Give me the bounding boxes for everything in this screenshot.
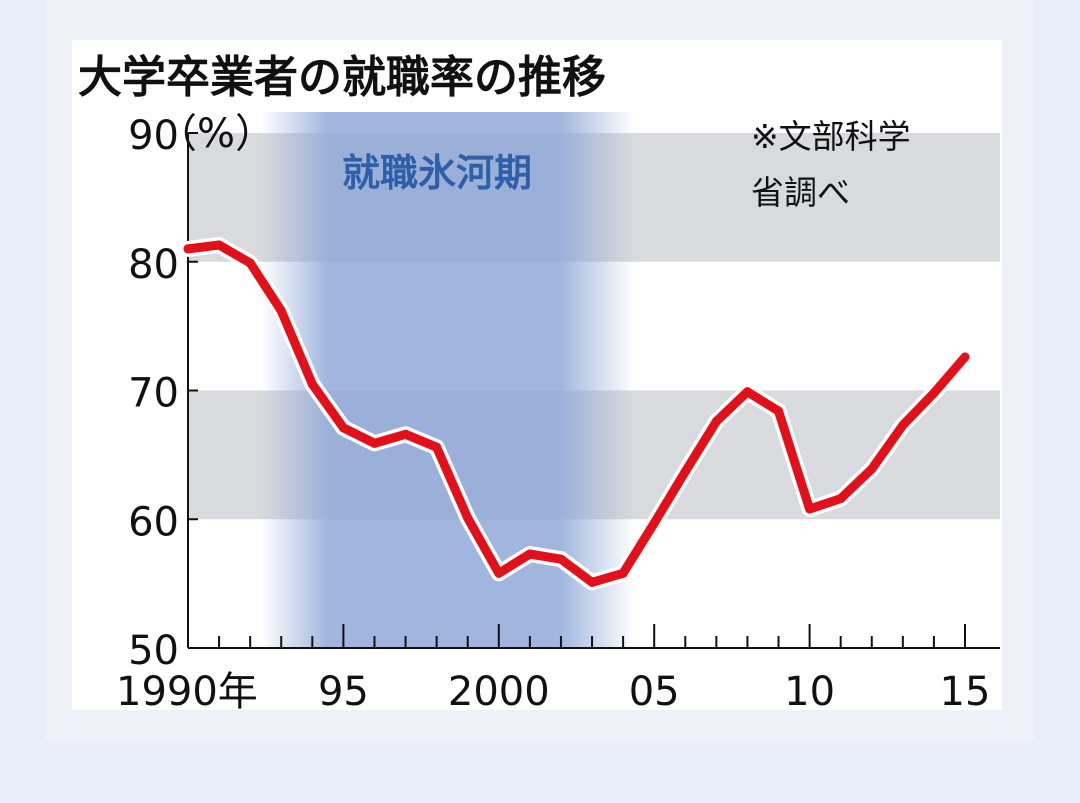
series-line	[183, 240, 970, 587]
data-point	[680, 467, 690, 477]
data-point	[587, 577, 597, 587]
data-point	[307, 379, 317, 389]
ice-age-label: 就職氷河期	[342, 151, 532, 195]
y-tick-label: 90	[128, 113, 179, 159]
x-tick-label: 2000	[448, 669, 550, 715]
data-point	[245, 258, 255, 268]
chart-title: 大学卒業者の就職率の推移	[78, 52, 606, 103]
data-point	[742, 387, 752, 397]
source-note-line2: 省調べ	[751, 173, 850, 212]
data-point	[805, 504, 815, 514]
data-point	[898, 420, 908, 430]
x-tick-label: 1990年	[116, 669, 258, 715]
data-point	[276, 306, 286, 316]
chart-card: 大学卒業者の就職率の推移 就職氷河期 ※文部科学 省調べ （%） 50 60 70 8…	[45, 0, 1035, 740]
y-tick-label: 80	[128, 242, 179, 288]
x-tick-label: 10	[784, 669, 835, 715]
data-point	[494, 568, 504, 578]
data-point	[836, 494, 846, 504]
y-tick-label: 60	[128, 499, 179, 545]
data-point	[929, 388, 939, 398]
data-point	[401, 429, 411, 439]
data-point	[214, 240, 224, 250]
data-point	[369, 438, 379, 448]
series-layer	[180, 237, 973, 591]
data-point	[649, 518, 659, 528]
data-point	[867, 464, 877, 474]
y-tick-label: 50	[128, 628, 179, 674]
data-point	[960, 352, 970, 362]
data-point	[711, 416, 721, 426]
data-point	[556, 554, 566, 564]
data-point	[774, 406, 784, 416]
data-point	[525, 549, 535, 559]
data-point	[432, 442, 442, 452]
y-unit-label: （%）	[157, 111, 275, 157]
data-point	[463, 513, 473, 523]
source-note-line1: ※文部科学	[751, 117, 911, 156]
x-tick-label: 05	[629, 669, 680, 715]
x-tick-label: 15	[940, 669, 991, 715]
data-point	[338, 423, 348, 433]
data-point	[183, 244, 193, 254]
x-tick-label: 95	[318, 669, 369, 715]
axes: 50 60 70 80 90 1990年 95 2000 05 10 15	[116, 113, 1000, 715]
data-point	[618, 568, 628, 578]
y-tick-label: 70	[128, 371, 179, 417]
line-chart: 大学卒業者の就職率の推移 就職氷河期 ※文部科学 省調べ （%） 50 60 70 8…	[72, 40, 1002, 715]
